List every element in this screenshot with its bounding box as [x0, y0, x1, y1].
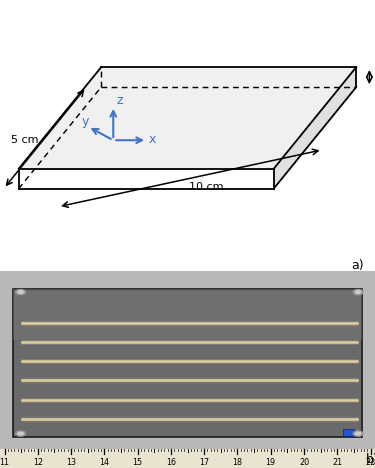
Text: 5 cm: 5 cm	[10, 135, 38, 145]
Text: 11: 11	[0, 458, 9, 467]
Text: 17: 17	[199, 458, 209, 467]
Text: 10 cm: 10 cm	[189, 183, 224, 192]
Polygon shape	[274, 67, 356, 189]
Text: 21: 21	[332, 458, 342, 467]
Text: 16: 16	[166, 458, 176, 467]
Circle shape	[18, 291, 23, 293]
Circle shape	[18, 432, 23, 435]
Circle shape	[356, 432, 361, 435]
Text: b): b)	[366, 453, 375, 467]
Circle shape	[16, 290, 26, 295]
Polygon shape	[19, 67, 356, 168]
Text: 12: 12	[33, 458, 43, 467]
Text: 13: 13	[66, 458, 76, 467]
Text: 18: 18	[232, 458, 242, 467]
Bar	[13, 289, 362, 437]
Text: 20: 20	[299, 458, 309, 467]
Text: x: x	[149, 133, 156, 146]
Text: 22: 22	[365, 458, 375, 467]
Circle shape	[353, 290, 363, 295]
Text: 19: 19	[266, 458, 276, 467]
Text: y: y	[81, 115, 88, 128]
Circle shape	[16, 431, 26, 436]
Text: 14: 14	[99, 458, 109, 467]
Text: 15: 15	[132, 458, 142, 467]
Polygon shape	[19, 168, 274, 189]
Bar	[13, 289, 362, 340]
Bar	[0, 449, 375, 468]
Bar	[343, 429, 354, 436]
Circle shape	[353, 431, 363, 436]
Text: z: z	[116, 95, 123, 107]
Text: 1 cm: 1 cm	[374, 72, 375, 82]
Circle shape	[356, 291, 361, 293]
Text: a): a)	[351, 259, 364, 272]
